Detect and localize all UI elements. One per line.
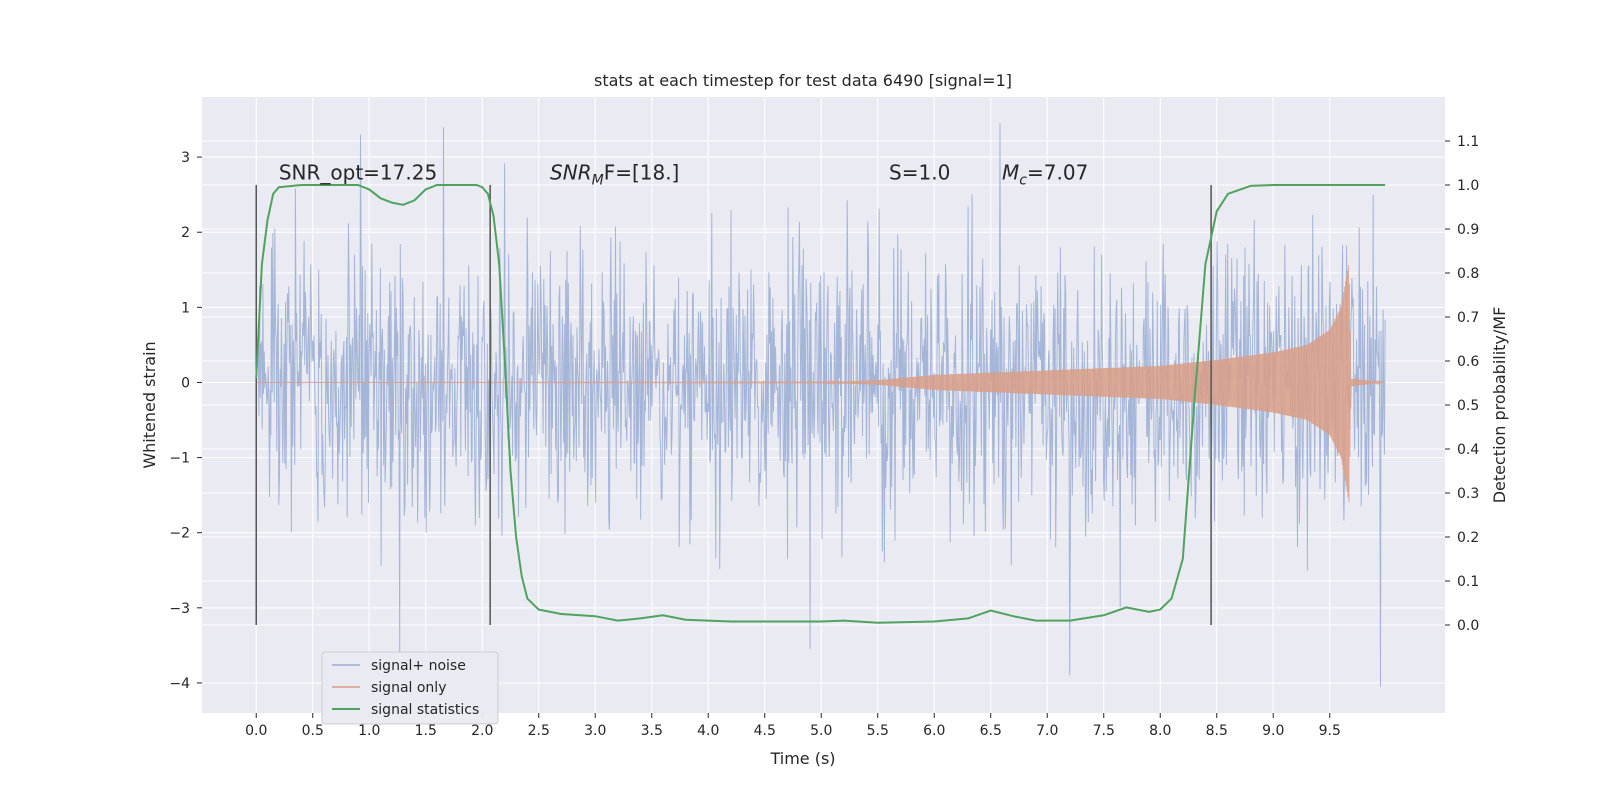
- legend-label-signal-statistics: signal statistics: [371, 702, 479, 718]
- x-tick-label: 6.0: [923, 723, 945, 739]
- x-tick-label: 4.0: [697, 723, 719, 739]
- y-right-tick-label: 0.8: [1457, 266, 1479, 282]
- annotation-snr-mf: SNRMF=[18.]: [550, 161, 679, 189]
- y-left-tick-label: 0: [181, 375, 190, 391]
- y-right-tick-label: 0.9: [1457, 222, 1479, 238]
- y-right-tick-label: 0.2: [1457, 530, 1479, 546]
- y-axis-label-left: Whitened strain: [140, 341, 159, 468]
- x-tick-label: 1.5: [415, 723, 437, 739]
- x-tick-label: 7.5: [1093, 723, 1115, 739]
- signal-statistics-line: [255, 184, 1386, 624]
- x-tick-label: 4.5: [754, 723, 776, 739]
- x-tick-label: 5.0: [810, 723, 832, 739]
- vertical-markers: [255, 185, 1212, 625]
- x-tick-label: 2.0: [471, 723, 493, 739]
- annotation-mc-tail: =7.07: [1027, 161, 1088, 185]
- annotation-mc-main: M: [1002, 161, 1019, 185]
- y-left-tick-label: 2: [181, 225, 190, 241]
- annotation-mc: Mc=7.07: [1002, 161, 1088, 189]
- x-tick-label: 9.0: [1262, 723, 1284, 739]
- y-left-tick-label: −2: [169, 526, 190, 542]
- legend-label-signal-only: signal only: [371, 680, 446, 696]
- annotation-mc-sub: c: [1019, 173, 1027, 189]
- y-right-tick-label: 0.7: [1457, 310, 1479, 326]
- x-tick-label: 9.5: [1319, 723, 1341, 739]
- x-tick-label: 8.5: [1206, 723, 1228, 739]
- annotation-snr-mf-main: SNR: [550, 161, 592, 185]
- y-left-tick-label: 1: [181, 300, 190, 316]
- x-tick-label: 2.5: [528, 723, 550, 739]
- annotation-snr-mf-sub: M: [592, 173, 604, 189]
- y-right-tick-label: 1.0: [1457, 178, 1479, 194]
- y-right-tick-label: 0.4: [1457, 442, 1479, 458]
- y-left-tick-label: −3: [169, 601, 190, 617]
- y-left-tick-label: 3: [181, 150, 190, 166]
- x-tick-label: 3.0: [584, 723, 606, 739]
- y-right-tick-label: 0.0: [1457, 618, 1479, 634]
- annotation-snr-mf-tail: F=[18.]: [604, 161, 680, 185]
- y-left-tick-label: −4: [169, 676, 190, 692]
- signal-noise-line: [255, 123, 1386, 687]
- x-tick-label: 6.5: [980, 723, 1002, 739]
- y-right-tick-label: 1.1: [1457, 134, 1479, 150]
- y-axis-label-right: Detection probability/MF: [1490, 307, 1509, 504]
- legend-label-signal-noise: signal+ noise: [371, 658, 466, 674]
- x-tick-label: 8.0: [1149, 723, 1171, 739]
- x-tick-label: 7.0: [1036, 723, 1058, 739]
- series-signal-noise: [255, 123, 1386, 687]
- legend-frame: [321, 651, 499, 725]
- chart-title: stats at each timestep for test data 649…: [594, 71, 1012, 90]
- x-tick-label: 1.0: [358, 723, 380, 739]
- x-tick-label: 0.0: [245, 723, 267, 739]
- annotation-snr-opt: SNR_opt=17.25: [279, 161, 437, 185]
- y-right-tick-label: 0.5: [1457, 398, 1479, 414]
- y-right-tick-label: 0.3: [1457, 486, 1479, 502]
- x-tick-label: 0.5: [302, 723, 324, 739]
- y-left-tick-label: −1: [169, 451, 190, 467]
- x-tick-label: 5.5: [867, 723, 889, 739]
- x-axis-label: Time (s): [769, 749, 835, 768]
- x-tick-label: 3.5: [641, 723, 663, 739]
- series-signal-statistics: [255, 184, 1386, 624]
- annotation-s: S=1.0: [889, 161, 950, 185]
- legend: signal+ noise signal only signal statist…: [321, 651, 499, 725]
- y-right-tick-label: 0.6: [1457, 354, 1479, 370]
- tick-labels: 0.0 0.5 1.0 1.5 2.0 2.5 3.0 3.5 4.0 4.5 5.0 5.5 6.0 6…: [169, 134, 1479, 739]
- y-right-tick-label: 0.1: [1457, 574, 1479, 590]
